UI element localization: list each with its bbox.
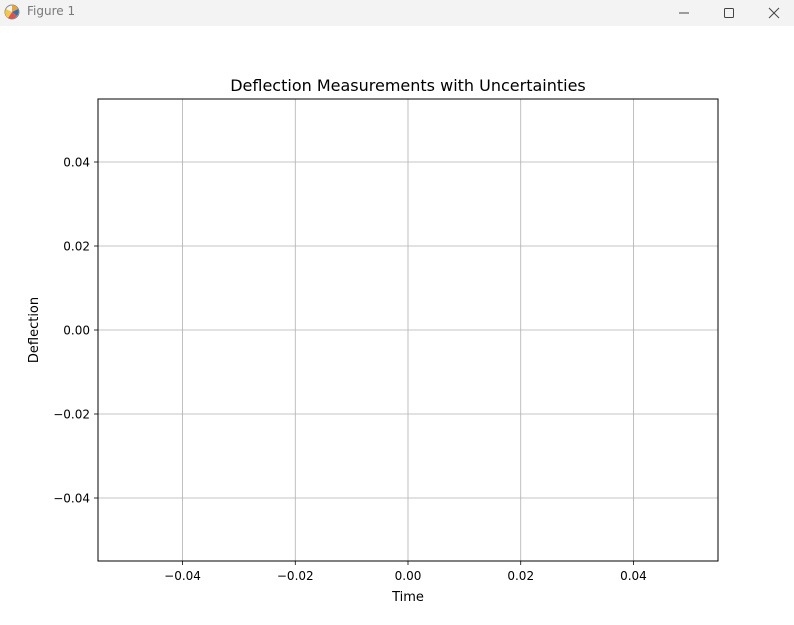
chart: Deflection Measurements with Uncertainti… <box>27 76 719 605</box>
x-tick-label: −0.04 <box>164 569 201 583</box>
x-tick-label: 0.00 <box>395 569 422 583</box>
maximize-button[interactable] <box>707 0 751 26</box>
y-tick-label: −0.02 <box>53 408 90 422</box>
x-axis-label: Time <box>391 590 424 605</box>
y-tick-label: 0.02 <box>63 240 90 254</box>
maximize-icon <box>724 8 734 18</box>
y-tick-label: 0.04 <box>63 156 90 170</box>
y-axis-label: Deflection <box>27 297 42 363</box>
window-title: Figure 1 <box>27 4 76 18</box>
title-bar: Figure 1 <box>0 0 794 26</box>
x-tick-label: 0.04 <box>620 569 647 583</box>
figure-canvas: Deflection Measurements with Uncertainti… <box>0 26 794 625</box>
grid <box>98 99 718 561</box>
chart-title: Deflection Measurements with Uncertainti… <box>230 76 586 95</box>
x-tick-label: −0.02 <box>277 569 314 583</box>
y-tick-label: 0.00 <box>63 324 90 338</box>
x-tick-label: 0.02 <box>507 569 534 583</box>
y-tick-label: −0.04 <box>53 492 90 506</box>
ticks: −0.04 −0.02 0.00 0.02 0.04 −0.04 −0.02 0.00 0.02… <box>53 156 647 584</box>
minimize-button[interactable] <box>662 0 706 26</box>
close-icon <box>768 7 780 19</box>
close-button[interactable] <box>752 0 794 26</box>
matplotlib-icon <box>4 4 20 20</box>
minimize-icon <box>679 12 689 14</box>
